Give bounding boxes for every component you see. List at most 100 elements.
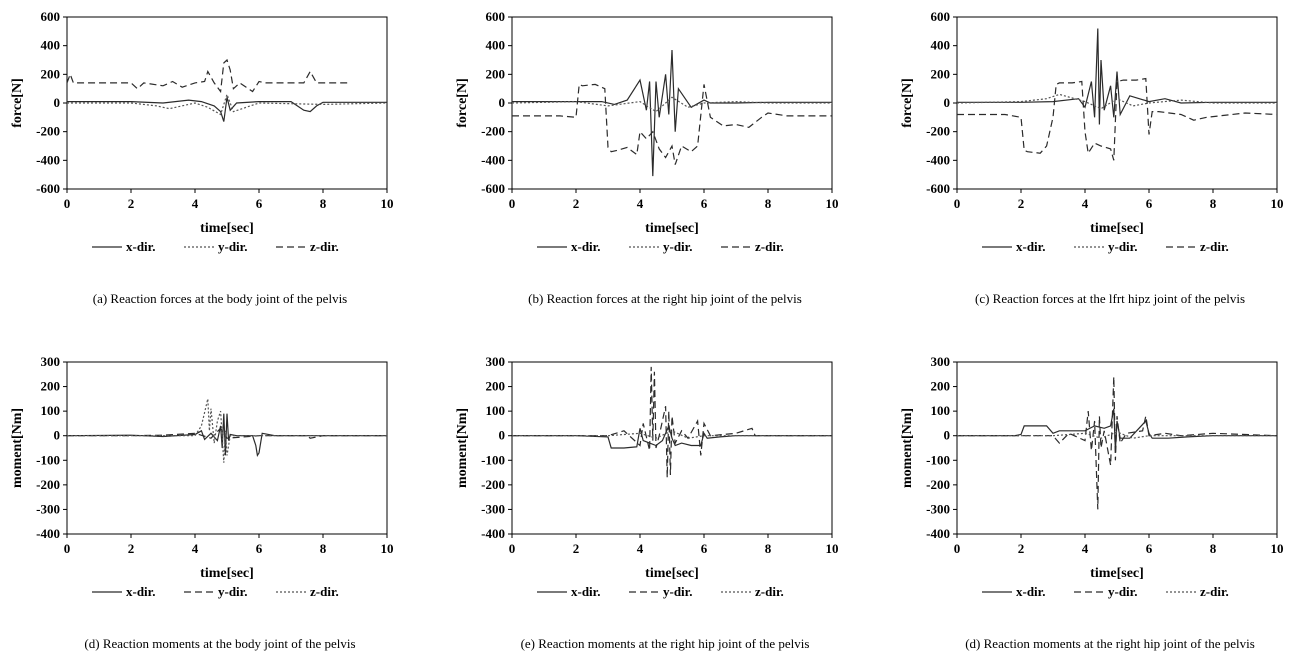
- y-axis-label: force[N]: [900, 78, 915, 128]
- chart-panel-f: 300 200 100 0 -100 -200 -300 -400 0 2 4 6 8 10 time[se…: [895, 350, 1301, 670]
- series-line-zdir: [957, 77, 1277, 161]
- legend-label: z-dir.: [755, 584, 784, 599]
- chart-svg: 600 400 200 0 -200 -400 -600 0 2 4 6 8 10 time[sec] fo…: [455, 9, 839, 254]
- x-tick-label: 10: [1271, 541, 1284, 556]
- series-line-zdir: [512, 83, 832, 165]
- y-tick-label: -400: [36, 526, 60, 541]
- x-tick-label: 0: [509, 541, 516, 556]
- x-tick-label: 2: [1018, 196, 1025, 211]
- legend-label: z-dir.: [755, 239, 784, 254]
- series-line-xdir: [67, 97, 387, 122]
- legend-label: y-dir.: [663, 239, 693, 254]
- x-tick-label: 10: [1271, 196, 1284, 211]
- legend-label: y-dir.: [1108, 584, 1138, 599]
- legend-label: z-dir.: [1200, 584, 1229, 599]
- plot-frame: [66, 361, 388, 535]
- x-tick-label: 4: [192, 541, 199, 556]
- chart-svg: 300 200 100 0 -100 -200 -300 -400 0 2 4 6 8 10 time[se…: [10, 354, 394, 599]
- x-axis-label: time[sec]: [200, 221, 254, 236]
- series-line-ydir: [512, 366, 832, 478]
- x-tick-label: 0: [509, 196, 516, 211]
- chart-svg: 300 200 100 0 -100 -200 -300 -400 0 2 4 6 8 10 time[se…: [455, 354, 839, 599]
- x-axis-label: time[sec]: [200, 566, 254, 581]
- y-tick-label: -300: [481, 501, 505, 516]
- x-tick-label: 6: [701, 541, 708, 556]
- y-tick-label: 600: [486, 9, 506, 24]
- x-tick-label: 4: [1082, 541, 1089, 556]
- x-tick-label: 6: [1146, 541, 1153, 556]
- x-tick-label: 6: [701, 196, 708, 211]
- x-tick-label: 8: [1210, 196, 1217, 211]
- chart-caption: (d) Reaction moments at the right hip jo…: [965, 636, 1255, 651]
- x-axis-label: time[sec]: [645, 221, 699, 236]
- chart-panel-d: 300 200 100 0 -100 -200 -300 -400 0 2 4 6 8 10 time[se…: [5, 350, 435, 670]
- series-line-xdir: [67, 413, 387, 458]
- y-axis-label: force[N]: [455, 78, 470, 128]
- chart-svg: 600 400 200 0 -200 -400 -600 0 2 4 6 8 10 time[sec] fo…: [10, 9, 394, 254]
- x-tick-label: 6: [1146, 196, 1153, 211]
- y-tick-label: -200: [926, 477, 950, 492]
- plot-frame: [956, 361, 1278, 535]
- x-tick-label: 0: [64, 196, 71, 211]
- chart-svg: 300 200 100 0 -100 -200 -300 -400 0 2 4 6 8 10 time[se…: [900, 354, 1284, 599]
- y-tick-label: 100: [931, 403, 951, 418]
- series-line-ydir: [512, 96, 832, 113]
- y-tick-label: 300: [486, 354, 506, 369]
- y-tick-label: -400: [926, 152, 950, 167]
- y-tick-label: 200: [486, 379, 506, 394]
- chart-caption: (b) Reaction forces at the right hip joi…: [528, 291, 802, 306]
- x-tick-label: 10: [826, 196, 839, 211]
- x-tick-label: 0: [64, 541, 71, 556]
- y-tick-label: -600: [36, 181, 60, 196]
- y-tick-label: -400: [481, 526, 505, 541]
- y-tick-label: -300: [926, 501, 950, 516]
- x-tick-label: 4: [192, 196, 199, 211]
- x-tick-label: 8: [320, 196, 327, 211]
- x-tick-label: 4: [637, 196, 644, 211]
- series-line-ydir: [957, 376, 1277, 510]
- chart-svg: 600 400 200 0 -200 -400 -600 0 2 4 6 8 10 time[sec] fo…: [900, 9, 1284, 254]
- x-tick-label: 0: [954, 196, 961, 211]
- y-tick-label: -200: [481, 477, 505, 492]
- y-axis-label: moment[Nm]: [455, 408, 470, 488]
- series-line-zdir: [67, 398, 387, 463]
- legend-label: x-dir.: [571, 584, 601, 599]
- x-tick-label: 10: [381, 541, 394, 556]
- legend-label: x-dir.: [126, 239, 156, 254]
- x-tick-label: 2: [128, 541, 135, 556]
- legend-label: z-dir.: [310, 584, 339, 599]
- y-tick-label: -100: [481, 452, 505, 467]
- x-tick-label: 2: [1018, 541, 1025, 556]
- x-tick-label: 10: [381, 196, 394, 211]
- y-tick-label: 200: [41, 66, 61, 81]
- x-tick-label: 8: [1210, 541, 1217, 556]
- y-tick-label: 400: [486, 38, 506, 53]
- x-tick-label: 6: [256, 196, 263, 211]
- y-tick-label: 200: [486, 66, 506, 81]
- series-line-ydir: [67, 427, 387, 439]
- x-tick-label: 2: [573, 541, 580, 556]
- y-tick-label: 200: [41, 379, 61, 394]
- chart-caption: (d) Reaction moments at the body joint o…: [84, 636, 356, 651]
- legend-label: z-dir.: [1200, 239, 1229, 254]
- y-tick-label: 100: [41, 403, 61, 418]
- chart-caption: (a) Reaction forces at the body joint of…: [92, 291, 348, 306]
- x-tick-label: 6: [256, 541, 263, 556]
- y-axis-label: force[N]: [10, 78, 25, 128]
- series-line-zdir: [512, 430, 832, 439]
- chart-panel-a: 600 400 200 0 -200 -400 -600 0 2 4 6 8 10 time[sec] fo…: [5, 5, 435, 325]
- series-line-xdir: [957, 408, 1277, 451]
- series-line-zdir: [67, 58, 349, 94]
- y-tick-label: -200: [481, 124, 505, 139]
- y-tick-label: -300: [36, 501, 60, 516]
- y-tick-label: 600: [931, 9, 951, 24]
- y-tick-label: 300: [931, 354, 951, 369]
- x-axis-label: time[sec]: [645, 566, 699, 581]
- series-line-xdir: [957, 28, 1277, 125]
- y-axis-label: moment[Nm]: [900, 408, 915, 488]
- x-tick-label: 4: [1082, 196, 1089, 211]
- y-tick-label: -200: [36, 477, 60, 492]
- x-tick-label: 2: [128, 196, 135, 211]
- y-tick-label: -400: [481, 152, 505, 167]
- y-tick-label: 0: [944, 95, 951, 110]
